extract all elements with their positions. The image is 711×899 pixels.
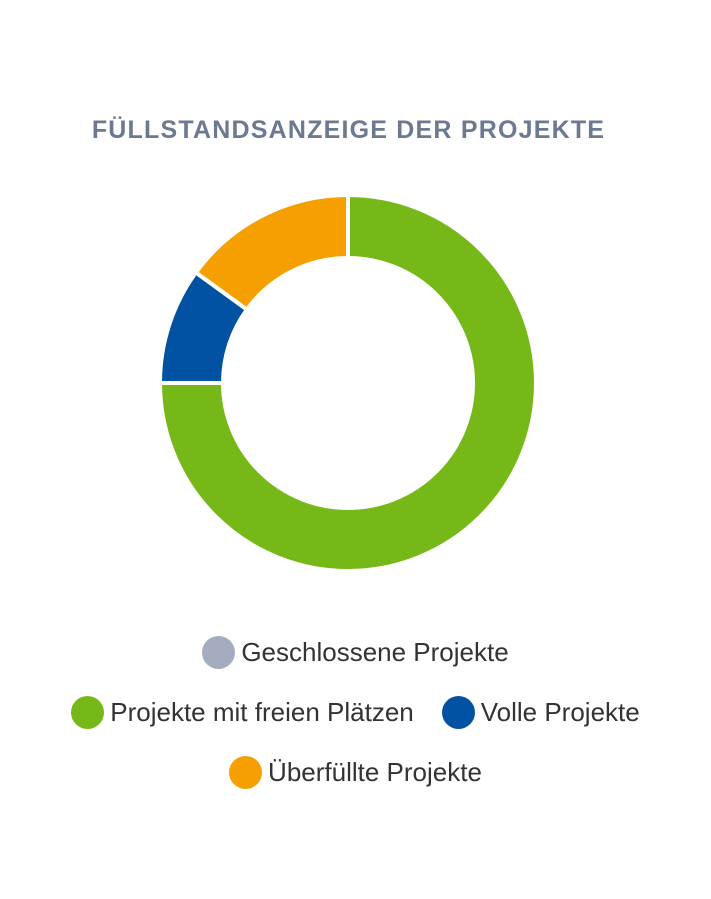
legend-label: Projekte mit freien Plätzen	[110, 696, 414, 727]
legend-dot-freie-plaetze	[71, 695, 105, 729]
legend-item-projekte-mit-freien-plaetzen[interactable]: Projekte mit freien Plätzen	[71, 695, 414, 729]
chart-title: FÜLLSTANDSANZEIGE DER PROJEKTE	[91, 116, 606, 144]
legend-row: Projekte mit freien Plätzen Volle Projek…	[0, 682, 711, 742]
legend-row: Geschlossene Projekte	[0, 622, 711, 682]
legend-item-ueberfuellte-projekte[interactable]: Überfüllte Projekte	[229, 755, 482, 789]
donut-slice-1[interactable]	[157, 192, 538, 573]
donut-slice-3[interactable]	[193, 192, 350, 313]
legend-label: Überfüllte Projekte	[268, 756, 482, 787]
legend-dot-ueberfuellte	[229, 755, 263, 789]
legend-item-volle-projekte[interactable]: Volle Projekte	[441, 695, 640, 729]
donut-chart	[157, 192, 538, 573]
donut-svg	[157, 192, 538, 573]
legend-dot-volle	[441, 695, 475, 729]
legend: Geschlossene Projekte Projekte mit freie…	[0, 622, 711, 802]
legend-row: Überfüllte Projekte	[0, 742, 711, 802]
legend-dot-geschlossene	[202, 635, 236, 669]
legend-item-geschlossene-projekte[interactable]: Geschlossene Projekte	[202, 635, 509, 669]
legend-label: Geschlossene Projekte	[241, 636, 509, 667]
legend-label: Volle Projekte	[480, 696, 640, 727]
